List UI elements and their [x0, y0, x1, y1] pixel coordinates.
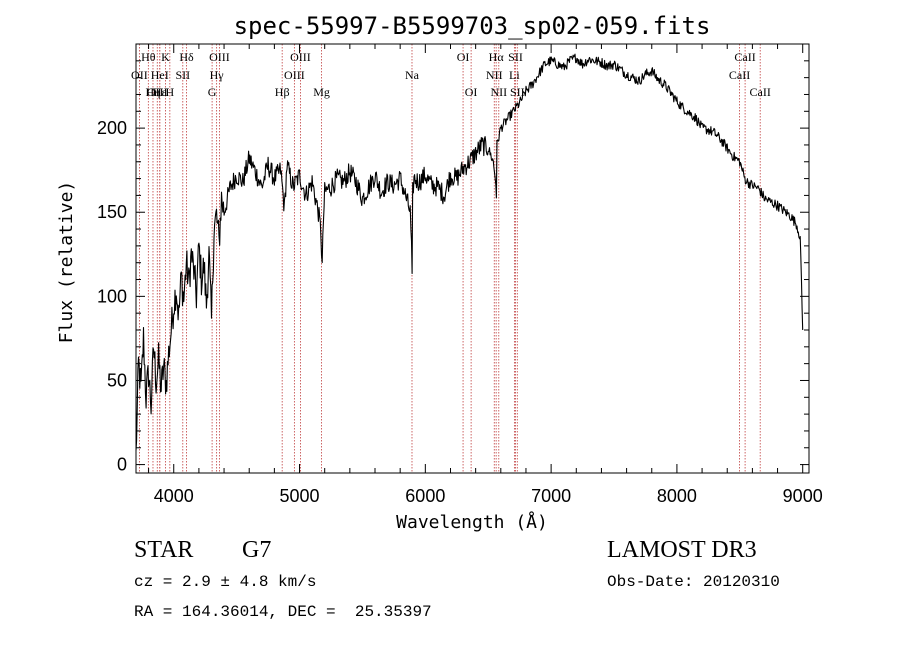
line-label-22: NII	[486, 68, 503, 82]
y-tick-label: 200	[97, 118, 127, 138]
line-label-7: H	[166, 85, 175, 99]
y-axis-label: Flux (relative)	[56, 181, 77, 344]
y-tick-label: 50	[107, 370, 127, 390]
object-subclass: G7	[242, 537, 272, 563]
x-tick-label: 5000	[280, 486, 320, 506]
line-label-11: Hγ	[210, 68, 225, 82]
x-tick-label: 7000	[531, 486, 571, 506]
line-label-21: SII	[508, 50, 523, 64]
line-label-9: Hδ	[179, 50, 194, 64]
spectrum-line	[135, 53, 804, 451]
line-label-10: OIII	[209, 50, 230, 64]
y-tick-label: 150	[97, 202, 127, 222]
y-tick-label: 0	[117, 455, 127, 475]
chart-title: spec-55997-B5599703_sp02-059.fits	[234, 12, 711, 40]
line-label-27: CaII	[729, 68, 750, 82]
x-axis-label: Wavelength (Å)	[396, 511, 548, 533]
redshift-text: cz = 2.9 ± 4.8 km/s	[134, 573, 317, 591]
line-label-3: Hε	[153, 85, 167, 99]
y-axis-ticks: 0 50 100 150 200	[97, 43, 809, 475]
line-label-0: Hθ	[141, 50, 156, 64]
line-label-28: CaII	[750, 85, 771, 99]
line-label-17: Na	[405, 68, 420, 82]
line-label-8: SII	[175, 68, 190, 82]
observation-date: Obs-Date: 20120310	[607, 573, 780, 591]
spectral-line-markers	[138, 44, 761, 473]
object-class: STAR	[134, 537, 194, 563]
line-label-24: NII	[490, 85, 507, 99]
line-label-13: Hβ	[275, 85, 290, 99]
line-label-19: OI	[465, 85, 478, 99]
plot-frame	[135, 43, 810, 474]
survey-name: LAMOST DR3	[607, 537, 757, 563]
x-tick-label: 8000	[657, 486, 697, 506]
line-label-15: OIII	[284, 68, 305, 82]
line-label-18: OI	[457, 50, 470, 64]
line-label-16: Mg	[313, 85, 330, 99]
x-axis-ticks: 4000 5000 6000 7000 8000 9000	[148, 44, 823, 506]
line-label-5: HeI	[151, 68, 169, 82]
line-label-23: Li	[509, 68, 520, 82]
line-label-20: Hα	[489, 50, 505, 64]
line-label-1: OII	[131, 68, 148, 82]
x-tick-label: 6000	[405, 486, 445, 506]
line-label-25: SII	[510, 85, 525, 99]
line-label-12: G	[208, 85, 217, 99]
line-label-2: OIII	[147, 85, 168, 99]
coordinates-text: RA = 164.36014, DEC = 25.35397	[134, 603, 432, 621]
line-label-6: Hη	[146, 85, 161, 99]
line-label-26: CaII	[734, 50, 755, 64]
x-tick-label: 4000	[154, 486, 194, 506]
x-tick-label: 9000	[783, 486, 823, 506]
line-label-14: OIII	[290, 50, 311, 64]
line-label-4: K	[161, 50, 170, 64]
y-tick-label: 100	[97, 286, 127, 306]
